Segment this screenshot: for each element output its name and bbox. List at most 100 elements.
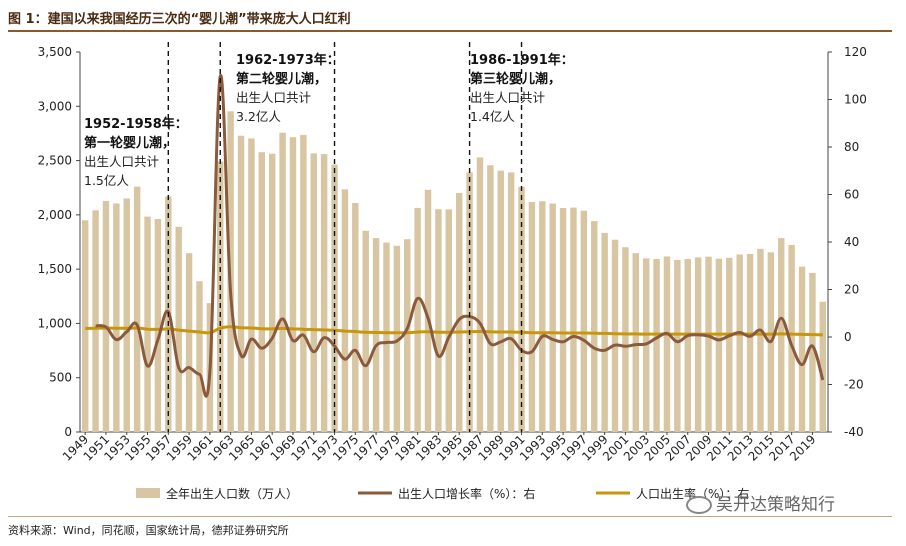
bar	[663, 256, 671, 432]
legend-label-growth: 出生人口增长率（%）：右	[398, 486, 535, 501]
bar	[788, 244, 795, 432]
bar	[455, 192, 463, 432]
bar	[757, 248, 764, 432]
bar	[279, 132, 286, 432]
bar	[424, 189, 432, 432]
bar	[144, 216, 151, 432]
annotation-line: 出生人口共计	[236, 90, 311, 105]
bar	[746, 253, 754, 432]
bar	[113, 203, 120, 432]
bar	[185, 253, 193, 432]
title-bar: 图 1：建国以来我国经历三次的“婴儿潮”带来庞大人口红利	[8, 6, 892, 32]
annotation-title: 1962-1973年：	[236, 52, 340, 68]
bar	[694, 257, 702, 432]
right-tick-label: 60	[844, 188, 859, 202]
bar	[487, 165, 494, 433]
right-tick-label: 120	[844, 45, 867, 59]
bar	[570, 207, 577, 432]
bar	[528, 201, 536, 432]
left-tick-label: 1,500	[38, 262, 72, 276]
bar	[102, 200, 110, 432]
bar	[466, 172, 473, 433]
right-tick-label: 20	[844, 283, 859, 297]
left-tick-label: 3,000	[38, 99, 72, 113]
right-tick-label: 40	[844, 235, 859, 249]
bar	[736, 254, 743, 432]
bar	[539, 201, 546, 432]
bar	[549, 203, 556, 432]
bar	[809, 272, 816, 432]
right-tick-label: 0	[844, 330, 852, 344]
annotation-line: 出生人口共计	[470, 90, 545, 105]
left-tick-label: 3,500	[38, 45, 72, 59]
bar	[674, 260, 681, 432]
left-tick-label: 2,500	[38, 154, 72, 168]
annotation-line: 出生人口共计	[84, 154, 159, 169]
bar	[81, 220, 89, 432]
bar	[300, 134, 307, 432]
period-markers	[167, 42, 523, 432]
bar	[237, 135, 245, 433]
bar	[611, 239, 619, 432]
bar	[341, 189, 349, 432]
bar	[445, 209, 453, 432]
annotation-subtitle: 第一轮婴儿潮，	[84, 135, 175, 151]
watermark-text: 吴开达策略知行	[716, 495, 835, 515]
annotation-title: 1986-1991年：	[470, 52, 574, 68]
right-tick-label: 100	[844, 93, 867, 107]
annotation-line: 1.5亿人	[84, 173, 129, 188]
annotation-subtitle: 第二轮婴儿潮，	[236, 71, 327, 87]
bar	[123, 198, 130, 432]
bar	[268, 153, 276, 432]
bar	[310, 153, 317, 432]
left-tick-label: 1,000	[38, 316, 72, 330]
bar	[819, 301, 827, 432]
bar	[518, 186, 525, 432]
bar	[653, 259, 660, 432]
bar	[404, 239, 411, 432]
annotations: 1952-1958年： 第一轮婴儿潮， 出生人口共计 1.5亿人 1962-1973年：…	[84, 52, 574, 188]
bar	[289, 137, 297, 432]
bar	[196, 281, 203, 432]
line-series	[85, 74, 825, 398]
bar	[497, 170, 504, 432]
left-tick-label: 0	[64, 425, 72, 439]
left-tick-label: 500	[49, 371, 72, 385]
bar	[726, 257, 733, 432]
bar	[684, 258, 691, 432]
legend: 全年出生人口数（万人） 出生人口增长率（%）：右 人口出生率（%）：右	[136, 486, 749, 501]
bar	[92, 210, 99, 432]
bar	[258, 152, 266, 432]
bar	[414, 207, 421, 432]
source-note: 资料来源：Wind，同花顺，国家统计局，德邦证券研究所	[8, 524, 289, 537]
bar	[393, 245, 401, 432]
bar	[476, 157, 484, 432]
annotation-subtitle: 第三轮婴儿潮，	[470, 71, 561, 87]
bar	[133, 186, 141, 432]
bar	[559, 208, 567, 432]
legend-swatch-bar	[136, 488, 160, 498]
bar	[435, 209, 442, 432]
annotation-line: 3.2亿人	[236, 109, 281, 124]
bar	[248, 138, 255, 432]
left-tick-label: 2,000	[38, 208, 72, 222]
right-tick-label: -20	[844, 378, 864, 392]
bar	[320, 154, 328, 433]
annotation-title: 1952-1958年：	[84, 116, 188, 132]
watermark: 吴开达策略知行	[686, 490, 835, 515]
birth-growth-line	[95, 74, 825, 398]
bar	[798, 266, 806, 432]
bar	[383, 242, 390, 432]
right-tick-label: 80	[844, 140, 859, 154]
source-divider	[8, 516, 892, 517]
wechat-icon	[686, 496, 712, 514]
bar	[715, 258, 723, 432]
annotation-line: 1.4亿人	[470, 109, 515, 124]
legend-label-births: 全年出生人口数（万人）	[166, 486, 298, 501]
chart-title: 图 1：建国以来我国经历三次的“婴儿潮”带来庞大人口红利	[8, 12, 351, 27]
bar-series	[81, 111, 827, 433]
legend-label-rate: 人口出生率（%）：右	[636, 486, 749, 501]
right-tick-label: -40	[844, 425, 864, 439]
bar	[154, 218, 162, 432]
